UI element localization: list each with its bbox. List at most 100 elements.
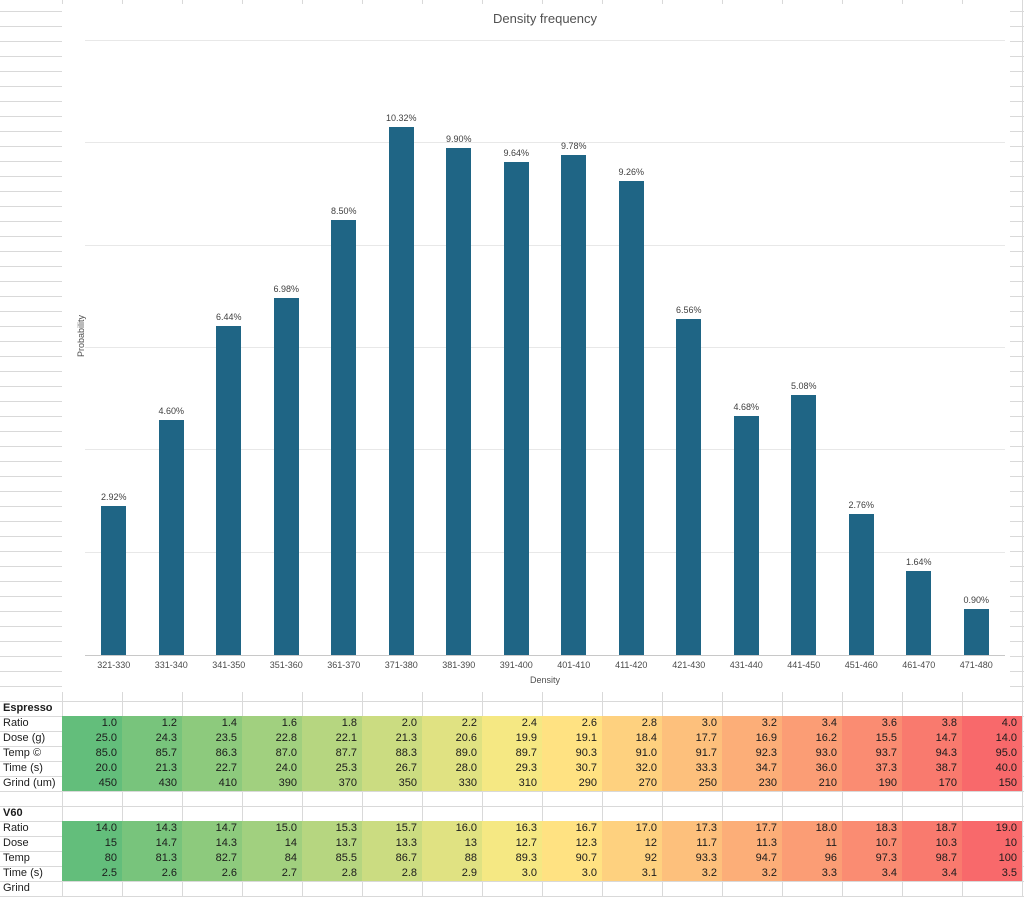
table-cell[interactable]: 2.9 (422, 866, 482, 881)
table-cell[interactable]: 370 (302, 776, 362, 791)
table-cell[interactable]: 2.8 (302, 866, 362, 881)
table-cell[interactable]: 86.7 (362, 851, 422, 866)
table-cell[interactable]: 2.0 (362, 716, 422, 731)
table-cell[interactable]: 2.8 (602, 716, 662, 731)
table-title[interactable]: Espresso (3, 702, 53, 714)
table-cell[interactable]: 15.3 (302, 821, 362, 836)
table-cell[interactable]: 14.0 (962, 731, 1022, 746)
bar[interactable] (906, 571, 932, 655)
bar[interactable] (676, 319, 702, 655)
table-cell[interactable]: 2.2 (422, 716, 482, 731)
table-cell[interactable]: 150 (962, 776, 1022, 791)
table-cell[interactable]: 17.7 (662, 731, 722, 746)
table-cell[interactable]: 1.2 (122, 716, 182, 731)
table-cell[interactable]: 14.0 (62, 821, 122, 836)
table-cell[interactable]: 89.3 (482, 851, 542, 866)
table-cell[interactable]: 3.0 (662, 716, 722, 731)
table-cell[interactable]: 1.4 (182, 716, 242, 731)
table-cell[interactable]: 3.2 (722, 866, 782, 881)
table-cell[interactable]: 14.7 (902, 731, 962, 746)
table-cell[interactable]: 84 (242, 851, 302, 866)
table-cell[interactable]: 450 (62, 776, 122, 791)
table-cell[interactable]: 330 (422, 776, 482, 791)
table-cell[interactable]: 12.7 (482, 836, 542, 851)
table-cell[interactable]: 21.3 (362, 731, 422, 746)
table-cell[interactable]: 3.8 (902, 716, 962, 731)
row-label[interactable]: Ratio (3, 717, 29, 729)
bar[interactable] (963, 609, 989, 655)
table-cell[interactable]: 230 (722, 776, 782, 791)
row-label[interactable]: Dose (g) (3, 732, 46, 744)
table-cell[interactable]: 13 (422, 836, 482, 851)
table-cell[interactable]: 92.3 (722, 746, 782, 761)
table-cell[interactable]: 15.0 (242, 821, 302, 836)
table-cell[interactable]: 1.0 (62, 716, 122, 731)
table-cell[interactable]: 94.3 (902, 746, 962, 761)
table-cell[interactable]: 14.7 (182, 821, 242, 836)
table-cell[interactable]: 38.7 (902, 761, 962, 776)
table-cell[interactable]: 14.3 (182, 836, 242, 851)
table-cell[interactable]: 22.8 (242, 731, 302, 746)
bar[interactable] (158, 419, 184, 655)
table-cell[interactable]: 34.7 (722, 761, 782, 776)
table-cell[interactable]: 1.6 (242, 716, 302, 731)
table-cell[interactable]: 17.7 (722, 821, 782, 836)
table-cell[interactable]: 17.3 (662, 821, 722, 836)
table-cell[interactable]: 290 (542, 776, 602, 791)
table-cell[interactable]: 19.9 (482, 731, 542, 746)
table-cell[interactable]: 23.5 (182, 731, 242, 746)
table-cell[interactable]: 11.7 (662, 836, 722, 851)
bar[interactable] (446, 148, 472, 655)
table-cell[interactable]: 2.6 (182, 866, 242, 881)
table-cell[interactable]: 88.3 (362, 746, 422, 761)
table-cell[interactable]: 81.3 (122, 851, 182, 866)
table-cell[interactable]: 88 (422, 851, 482, 866)
table-cell[interactable]: 3.2 (662, 866, 722, 881)
table-cell[interactable]: 3.4 (782, 716, 842, 731)
table-cell[interactable]: 3.2 (722, 716, 782, 731)
table-cell[interactable]: 390 (242, 776, 302, 791)
table-cell[interactable]: 2.7 (242, 866, 302, 881)
row-label[interactable]: Time (s) (3, 762, 43, 774)
table-cell[interactable]: 14.7 (122, 836, 182, 851)
table-cell[interactable]: 25.3 (302, 761, 362, 776)
table-cell[interactable]: 170 (902, 776, 962, 791)
bar[interactable] (216, 325, 242, 655)
table-cell[interactable]: 16.0 (422, 821, 482, 836)
bar[interactable] (101, 505, 127, 655)
table-cell[interactable]: 190 (842, 776, 902, 791)
row-label[interactable]: Grind (3, 882, 30, 894)
table-cell[interactable]: 85.0 (62, 746, 122, 761)
bar[interactable] (618, 181, 644, 655)
table-cell[interactable]: 3.4 (842, 866, 902, 881)
table-cell[interactable]: 29.3 (482, 761, 542, 776)
bar[interactable] (388, 127, 414, 655)
table-cell[interactable]: 87.0 (242, 746, 302, 761)
table-cell[interactable]: 94.7 (722, 851, 782, 866)
table-cell[interactable]: 14.3 (122, 821, 182, 836)
table-cell[interactable]: 95.0 (962, 746, 1022, 761)
row-label[interactable]: Temp © (3, 747, 42, 759)
table-cell[interactable]: 3.0 (482, 866, 542, 881)
table-cell[interactable]: 18.3 (842, 821, 902, 836)
table-cell[interactable]: 25.0 (62, 731, 122, 746)
table-cell[interactable]: 97.3 (842, 851, 902, 866)
table-cell[interactable]: 11 (782, 836, 842, 851)
table-cell[interactable]: 2.4 (482, 716, 542, 731)
table-cell[interactable]: 90.7 (542, 851, 602, 866)
table-cell[interactable]: 10 (962, 836, 1022, 851)
table-cell[interactable]: 3.3 (782, 866, 842, 881)
row-label[interactable]: Dose (3, 837, 29, 849)
table-cell[interactable]: 11.3 (722, 836, 782, 851)
table-cell[interactable]: 350 (362, 776, 422, 791)
table-cell[interactable]: 22.1 (302, 731, 362, 746)
table-cell[interactable]: 33.3 (662, 761, 722, 776)
table-cell[interactable]: 430 (122, 776, 182, 791)
row-label[interactable]: Ratio (3, 822, 29, 834)
table-cell[interactable]: 22.7 (182, 761, 242, 776)
table-cell[interactable]: 18.0 (782, 821, 842, 836)
table-cell[interactable]: 3.1 (602, 866, 662, 881)
table-cell[interactable]: 28.0 (422, 761, 482, 776)
table-cell[interactable]: 410 (182, 776, 242, 791)
table-cell[interactable]: 91.0 (602, 746, 662, 761)
